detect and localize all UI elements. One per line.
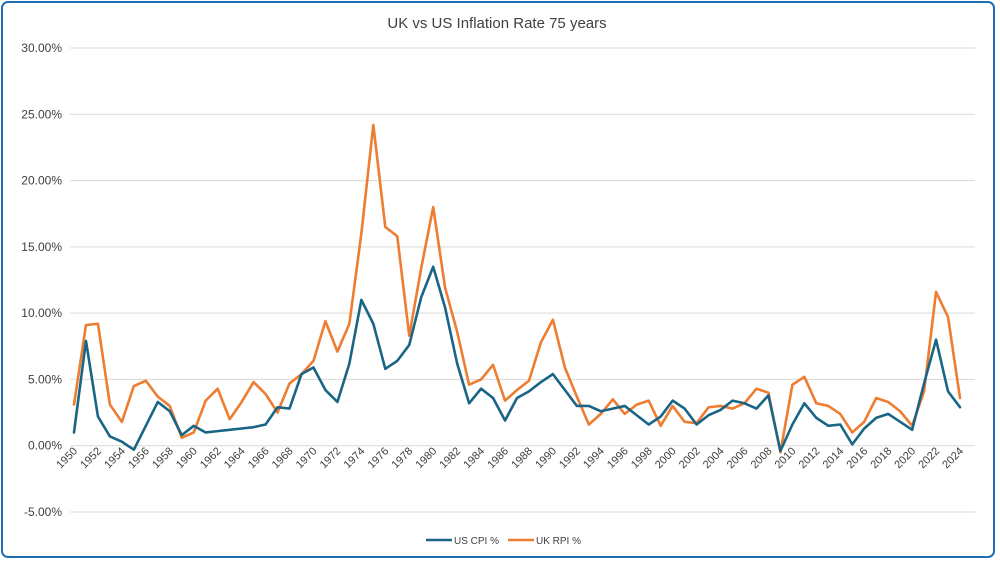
x-tick-label: 1978 xyxy=(390,445,416,471)
x-tick-label: 2020 xyxy=(892,445,918,471)
x-tick-label: 1974 xyxy=(342,445,368,471)
x-tick-label: 1996 xyxy=(605,445,631,471)
y-axis-ticks: -5.00% 0.00% 5.00% 10.00% 15.00% 20.00% 25.00%… xyxy=(21,41,62,519)
x-tick-label: 1990 xyxy=(533,445,559,471)
x-tick-label: 2022 xyxy=(916,445,942,471)
x-tick-label: 1982 xyxy=(437,445,463,471)
x-tick-label: 2006 xyxy=(725,445,751,471)
y-tick-label: 25.00% xyxy=(21,107,62,121)
x-tick-label: 2024 xyxy=(940,445,966,471)
y-tick-label: 5.00% xyxy=(28,372,62,386)
series-line-uk-rpi xyxy=(72,123,962,454)
x-tick-label: 1984 xyxy=(461,445,487,471)
y-tick-label: 30.00% xyxy=(21,41,62,55)
y-tick-label: 20.00% xyxy=(21,174,62,188)
y-tick-label: 0.00% xyxy=(28,439,62,453)
x-tick-label: 1998 xyxy=(629,445,655,471)
x-tick-label: 1992 xyxy=(557,445,583,471)
x-tick-label: 1966 xyxy=(246,445,272,471)
chart-title: UK vs US Inflation Rate 75 years xyxy=(387,15,606,32)
x-tick-label: 1952 xyxy=(78,445,104,471)
legend-label: UK RPI % xyxy=(536,536,581,547)
x-tick-label: 2004 xyxy=(701,445,727,471)
x-tick-label: 2002 xyxy=(677,445,703,471)
x-tick-label: 1964 xyxy=(222,445,248,471)
x-tick-label: 1988 xyxy=(509,445,535,471)
gridlines xyxy=(70,47,975,513)
series-line-us-cpi xyxy=(72,265,962,453)
x-tick-label: 1980 xyxy=(414,445,440,471)
x-tick-label: 2000 xyxy=(653,445,679,471)
legend: US CPI % UK RPI % xyxy=(426,536,581,547)
series-lines xyxy=(72,123,962,454)
y-tick-label: 10.00% xyxy=(21,306,62,320)
x-tick-label: 2010 xyxy=(773,445,799,471)
x-tick-label: 2012 xyxy=(797,445,823,471)
x-tick-label: 1986 xyxy=(485,445,511,471)
legend-label: US CPI % xyxy=(454,536,499,547)
x-tick-label: 2008 xyxy=(749,445,775,471)
x-tick-label: 1954 xyxy=(102,445,128,471)
x-tick-label: 1972 xyxy=(318,445,344,471)
y-tick-label: -5.00% xyxy=(24,505,62,519)
x-tick-label: 1960 xyxy=(174,445,200,471)
x-tick-label: 1968 xyxy=(270,445,296,471)
x-tick-label: 1958 xyxy=(150,445,176,471)
x-tick-label: 1994 xyxy=(581,445,607,471)
x-tick-label: 2014 xyxy=(821,445,847,471)
y-tick-label: 15.00% xyxy=(21,240,62,254)
x-axis-ticks: 1950195219541956195819601962196419661968… xyxy=(54,445,966,471)
x-tick-label: 1970 xyxy=(294,445,320,471)
x-tick-label: 2016 xyxy=(845,445,871,471)
x-tick-label: 1976 xyxy=(366,445,392,471)
x-tick-label: 2018 xyxy=(868,445,894,471)
x-tick-label: 1956 xyxy=(126,445,152,471)
x-tick-label: 1962 xyxy=(198,445,224,471)
